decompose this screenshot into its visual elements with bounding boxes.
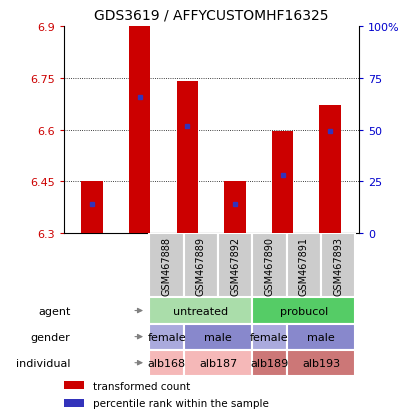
Text: alb193: alb193 <box>301 358 339 368</box>
Text: GSM467890: GSM467890 <box>264 236 274 295</box>
Bar <box>271 132 292 234</box>
Bar <box>286 234 320 298</box>
Bar <box>149 324 183 350</box>
Text: male: male <box>306 332 334 342</box>
Bar <box>63 399 84 407</box>
Text: GSM467889: GSM467889 <box>196 236 205 295</box>
Text: gender: gender <box>31 332 70 342</box>
Bar <box>149 350 183 376</box>
Bar <box>252 298 355 324</box>
Bar <box>81 182 103 234</box>
Bar <box>319 106 340 234</box>
Text: percentile rank within the sample: percentile rank within the sample <box>93 398 268 408</box>
Bar <box>286 350 355 376</box>
Title: GDS3619 / AFFYCUSTOMHF16325: GDS3619 / AFFYCUSTOMHF16325 <box>94 9 328 23</box>
Bar <box>252 350 286 376</box>
Bar <box>149 298 252 324</box>
Text: female: female <box>147 332 185 342</box>
Text: GSM467888: GSM467888 <box>161 236 171 295</box>
Text: individual: individual <box>16 358 70 368</box>
Text: untreated: untreated <box>173 306 228 316</box>
Text: alb189: alb189 <box>250 358 288 368</box>
Text: alb168: alb168 <box>147 358 185 368</box>
Bar <box>320 234 355 298</box>
Bar <box>224 182 245 234</box>
Bar <box>129 27 150 234</box>
Text: female: female <box>249 332 288 342</box>
Bar <box>63 382 84 389</box>
Text: transformed count: transformed count <box>93 381 190 391</box>
Bar <box>183 234 218 298</box>
Bar <box>286 324 355 350</box>
Bar <box>252 234 286 298</box>
Text: GSM467892: GSM467892 <box>229 236 240 295</box>
Text: agent: agent <box>38 306 70 316</box>
Bar <box>183 350 252 376</box>
Bar <box>149 234 183 298</box>
Text: GSM467891: GSM467891 <box>298 236 308 295</box>
Bar <box>218 234 252 298</box>
Bar <box>252 324 286 350</box>
Text: GSM467893: GSM467893 <box>333 236 342 295</box>
Bar <box>183 324 252 350</box>
Text: alb187: alb187 <box>198 358 236 368</box>
Text: probucol: probucol <box>279 306 327 316</box>
Bar <box>176 82 198 234</box>
Text: male: male <box>204 332 231 342</box>
